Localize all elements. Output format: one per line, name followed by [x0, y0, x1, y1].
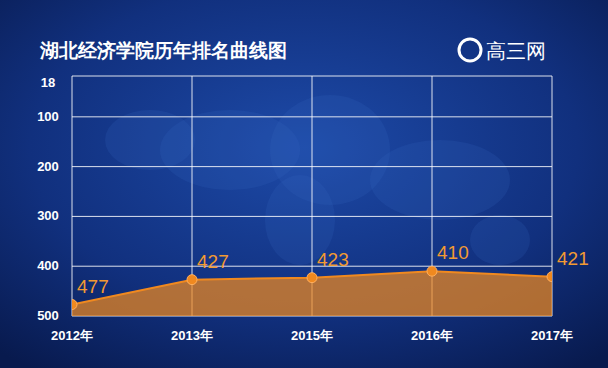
y-tick-label: 300 — [37, 208, 59, 223]
logo-text: 高三网 — [486, 40, 546, 62]
line — [72, 271, 552, 304]
y-tick-label: 100 — [37, 109, 59, 124]
map-decoration — [470, 215, 530, 265]
map-decoration — [105, 110, 195, 170]
point — [307, 273, 317, 283]
data-label: 423 — [317, 249, 349, 270]
y-tick-label: 200 — [37, 159, 59, 174]
x-tick-label: 2013年 — [171, 328, 213, 343]
data-label: 427 — [197, 251, 229, 272]
map-decoration — [370, 140, 510, 220]
data-label: 421 — [557, 248, 589, 269]
point — [547, 272, 552, 282]
background — [0, 0, 608, 368]
area — [72, 271, 552, 316]
plot-area — [72, 266, 552, 316]
y-tick-label: 400 — [37, 258, 59, 273]
y-tick-label: 18 — [41, 75, 55, 90]
data-label: 410 — [437, 242, 469, 263]
x-tick-label: 2017年 — [531, 328, 573, 343]
data-label: 477 — [77, 276, 109, 297]
point — [427, 266, 437, 276]
title: 湖北经济学院历年排名曲线图 — [39, 40, 287, 61]
logo-icon — [459, 39, 481, 61]
x-tick-label: 2015年 — [291, 328, 333, 343]
x-tick-label: 2016年 — [411, 328, 453, 343]
point — [187, 275, 197, 285]
x-grid-line — [72, 76, 73, 316]
y-tick-label: 500 — [37, 308, 59, 323]
point — [72, 300, 77, 310]
x-tick-label: 2012年 — [51, 328, 93, 343]
